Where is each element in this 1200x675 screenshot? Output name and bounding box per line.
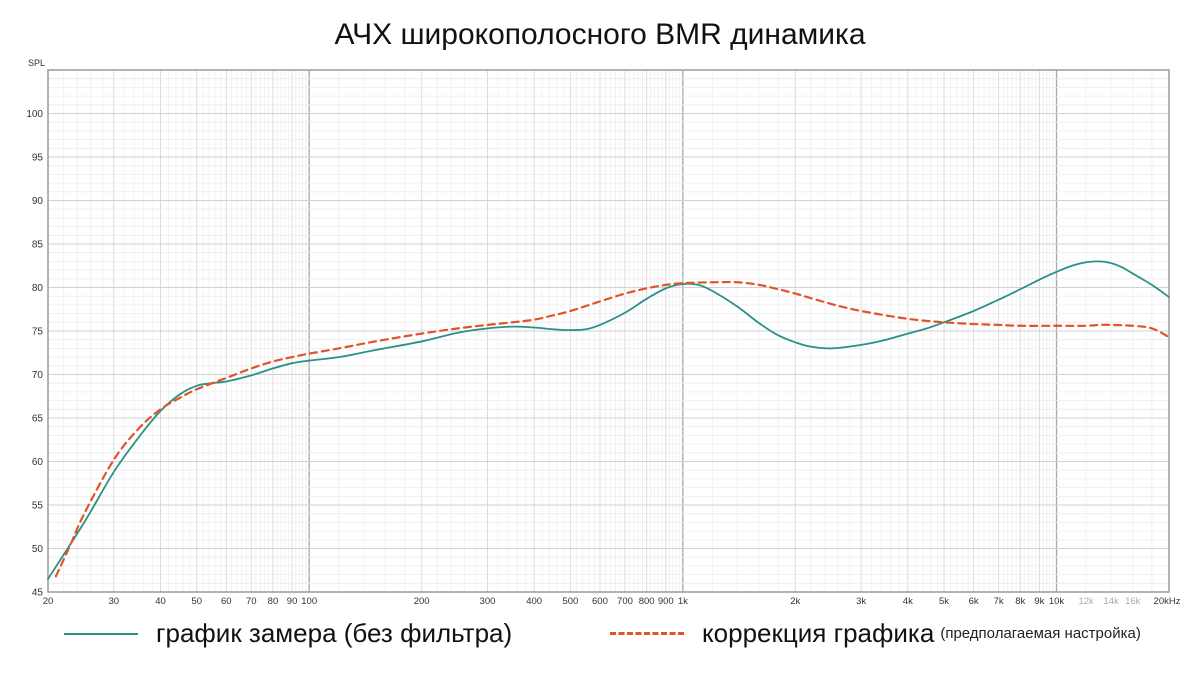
x-tick-label: 2k [790, 596, 800, 607]
y-tick-label: 45 [32, 588, 44, 599]
y-tick-label: 80 [32, 283, 44, 294]
x-tick-label: 70 [246, 596, 257, 607]
x-tick-label: 6k [969, 596, 979, 607]
x-tick-label: 1k [678, 596, 688, 607]
x-tick-label: 7k [994, 596, 1004, 607]
x-tick-label: 200 [414, 596, 430, 607]
x-tick-label: 5k [939, 596, 949, 607]
x-tick-label: 100 [301, 596, 317, 607]
x-tick-label: 300 [480, 596, 496, 607]
y-axis-label: SPL [28, 58, 45, 68]
legend-label-correction: коррекция графика [702, 618, 935, 648]
x-tick-label: 700 [617, 596, 633, 607]
x-tick-label: 50 [191, 596, 202, 607]
y-tick-label: 95 [32, 153, 44, 164]
x-tick-label: 10k [1049, 596, 1065, 607]
legend-swatch-dashed-line [610, 632, 684, 635]
y-tick-label: 65 [32, 414, 44, 425]
y-tick-label: 75 [32, 327, 44, 338]
x-tick-label: 90 [287, 596, 298, 607]
y-tick-label: 90 [32, 196, 44, 207]
y-tick-label: 100 [26, 109, 43, 120]
chart-title: АЧХ широкополосного BMR динамика [334, 18, 866, 51]
x-tick-label: 40 [155, 596, 166, 607]
y-tick-labels: 100 95 90 85 80 75 70 65 60 55 50 45 [26, 109, 43, 599]
legend-swatch-solid-line [64, 632, 138, 635]
x-tick-label: 30 [109, 596, 120, 607]
y-tick-label: 85 [32, 240, 44, 251]
legend-note-correction: (предполагаемая настройка) [940, 625, 1141, 642]
x-tick-label: 12k [1078, 596, 1094, 607]
y-tick-label: 50 [32, 544, 44, 555]
x-tick-label: 9k [1034, 596, 1044, 607]
series-line-correction [54, 280, 1171, 578]
legend-label-measured: график замера (без фильтра) [156, 618, 513, 648]
legend-item-correction: коррекция графика (предполагаемая настро… [610, 618, 1141, 649]
x-tick-label: 14k [1103, 596, 1119, 607]
plot-frame [47, 69, 1170, 593]
y-tick-label: 70 [32, 370, 44, 381]
x-tick-label: 400 [526, 596, 542, 607]
y-grid [48, 69, 1169, 593]
x-tick-label: 600 [592, 596, 608, 607]
x-tick-label: 500 [562, 596, 578, 607]
series-layer [47, 260, 1171, 580]
x-tick-label: 16k [1125, 596, 1141, 607]
x-tick-labels: 20 30 40 50 60 70 80 90 100 200 300 400 500 600 700 800… [43, 596, 1181, 607]
legend-item-measured: график замера (без фильтра) [64, 618, 512, 649]
x-tick-label: 8k [1015, 596, 1025, 607]
x-tick-label: 800 [639, 596, 655, 607]
y-tick-label: 60 [32, 457, 44, 468]
y-tick-label: 55 [32, 501, 44, 512]
x-tick-label: 20kHz [1154, 596, 1181, 607]
x-tick-label: 80 [268, 596, 279, 607]
x-tick-label: 900 [658, 596, 674, 607]
x-tick-label: 4k [903, 596, 913, 607]
x-tick-label: 20 [43, 596, 54, 607]
series-line-measured [47, 260, 1170, 580]
x-tick-label: 60 [221, 596, 232, 607]
x-tick-label: 3k [856, 596, 866, 607]
